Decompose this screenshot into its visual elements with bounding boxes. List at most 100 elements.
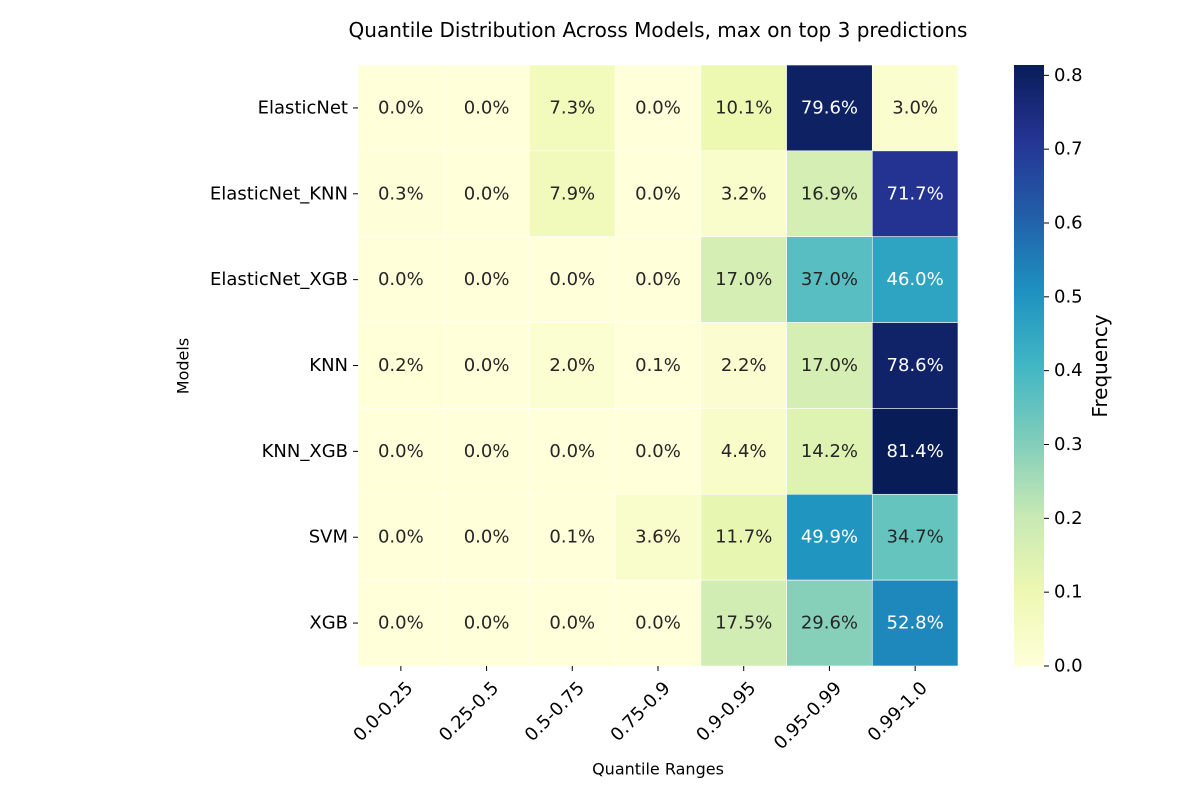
heatmap-cell — [529, 150, 616, 238]
colorbar-title: Frequency — [1088, 314, 1112, 417]
heatmap-cell — [786, 150, 873, 238]
heatmap-cell — [357, 493, 445, 581]
cell-value-label: 0.0% — [549, 441, 595, 462]
heatmap-cell — [700, 236, 787, 323]
cell-value-label: 3.6% — [635, 527, 681, 548]
heatmap-cell — [443, 322, 530, 409]
heatmap-cell — [529, 493, 616, 581]
x-tick-label: 0.5-0.75 — [521, 678, 589, 746]
cell-value-label: 79.6% — [801, 97, 858, 118]
cell-value-label: 4.4% — [721, 441, 767, 462]
cell-value-label: 3.0% — [892, 97, 938, 118]
x-tick-label: 0.9-0.95 — [692, 678, 760, 746]
cell-value-label: 52.8% — [887, 613, 944, 634]
heatmap-cell — [357, 579, 445, 667]
heatmap-cell — [614, 236, 702, 323]
colorbar — [1014, 65, 1044, 666]
heatmap-cell — [871, 322, 959, 409]
colorbar-tick-label: 0.5 — [1054, 286, 1083, 307]
cell-value-label: 7.9% — [549, 183, 595, 204]
y-tick-label: SVM — [309, 527, 348, 548]
cell-value-label: 0.2% — [378, 355, 424, 376]
cell-value-label: 37.0% — [801, 269, 858, 290]
heatmap-cell — [529, 236, 616, 323]
cell-value-label: 0.0% — [464, 613, 510, 634]
cell-value-label: 78.6% — [887, 355, 944, 376]
x-axis-title: Quantile Ranges — [592, 760, 724, 779]
heatmap-cell — [614, 493, 702, 581]
x-tick-label: 0.0-0.25 — [349, 678, 417, 746]
x-tick-label: 0.99-1.0 — [864, 678, 932, 746]
heatmap-cell — [529, 579, 616, 667]
cell-value-label: 0.0% — [464, 269, 510, 290]
cell-value-label: 11.7% — [715, 527, 772, 548]
heatmap-cell — [443, 493, 530, 581]
heatmap-cell — [786, 408, 873, 495]
heatmap-cell — [357, 322, 445, 409]
heatmap-cell — [357, 150, 445, 238]
y-tick-label: KNN_XGB — [262, 441, 348, 462]
colorbar-tick-label: 0.2 — [1054, 508, 1083, 529]
colorbar-tick-label: 0.0 — [1054, 656, 1083, 677]
heatmap-cell — [443, 579, 530, 667]
y-axis-title: Models — [174, 338, 193, 394]
heatmap-cell — [614, 322, 702, 409]
heatmap-cell — [871, 236, 959, 323]
cell-value-label: 34.7% — [887, 527, 944, 548]
heatmap-cell — [871, 493, 959, 581]
heatmap-cell — [786, 322, 873, 409]
cell-value-label: 17.0% — [801, 355, 858, 376]
cell-value-label: 49.9% — [801, 527, 858, 548]
cell-value-label: 0.0% — [464, 183, 510, 204]
heatmap-cells — [357, 64, 959, 667]
cell-value-label: 0.0% — [635, 183, 681, 204]
cell-value-label: 3.2% — [721, 183, 767, 204]
heatmap-cell — [786, 579, 873, 667]
cell-value-label: 0.0% — [464, 441, 510, 462]
y-tick-label: XGB — [309, 613, 348, 634]
cell-value-label: 0.0% — [378, 527, 424, 548]
cell-value-label: 17.5% — [715, 613, 772, 634]
cell-value-label: 0.0% — [378, 97, 424, 118]
y-tick-label: ElasticNet — [258, 97, 348, 118]
y-tick-label: ElasticNet_KNN — [210, 183, 348, 204]
heatmap-cell — [700, 150, 787, 238]
colorbar-ticks: 0.0 0.1 0.2 0.3 0.4 0.5 0.6 0.7 0.8 — [1044, 65, 1083, 677]
heatmap-cell — [614, 64, 702, 152]
cell-value-label: 2.0% — [549, 355, 595, 376]
x-tick-label: 0.75-0.9 — [607, 678, 675, 746]
heatmap-cell — [871, 408, 959, 495]
heatmap-cell — [357, 408, 445, 495]
heatmap-cell — [871, 150, 959, 238]
cell-value-label: 0.1% — [635, 355, 681, 376]
heatmap-cell — [529, 408, 616, 495]
heatmap-cell — [529, 64, 616, 152]
cell-value-label: 0.1% — [549, 527, 595, 548]
colorbar-tick-label: 0.8 — [1054, 65, 1083, 86]
x-axis-ticks: 0.0-0.25 0.25-0.5 0.5-0.75 0.75-0.9 0.9-0.95… — [349, 666, 932, 754]
cell-value-label: 71.7% — [887, 183, 944, 204]
y-axis-ticks: ElasticNet ElasticNet_KNN ElasticNet_XGB KN… — [210, 97, 358, 634]
heatmap-cell — [786, 64, 873, 152]
cell-value-label: 0.0% — [464, 527, 510, 548]
colorbar-tick-label: 0.1 — [1054, 582, 1083, 603]
cell-value-label: 14.2% — [801, 441, 858, 462]
cell-value-label: 0.0% — [635, 441, 681, 462]
heatmap-cell — [871, 579, 959, 667]
heatmap-cell — [786, 236, 873, 323]
cell-value-label: 2.2% — [721, 355, 767, 376]
heatmap-cell — [700, 579, 787, 667]
x-tick-label: 0.25-0.5 — [435, 678, 503, 746]
heatmap-cell — [443, 236, 530, 323]
x-tick-label: 0.95-0.99 — [770, 678, 846, 754]
cell-value-label: 10.1% — [715, 97, 772, 118]
colorbar-tick-label: 0.6 — [1054, 213, 1083, 234]
cell-value-label: 0.0% — [464, 355, 510, 376]
heatmap-cell-labels: 0.0% 0.0% 7.3% 0.0% 10.1% 79.6% 3.0% 0.3% 0.0% 7.… — [378, 97, 944, 633]
cell-value-label: 7.3% — [549, 97, 595, 118]
heatmap-cell — [357, 64, 445, 152]
colorbar-tick-label: 0.7 — [1054, 139, 1083, 160]
cell-value-label: 16.9% — [801, 183, 858, 204]
cell-value-label: 0.0% — [635, 613, 681, 634]
